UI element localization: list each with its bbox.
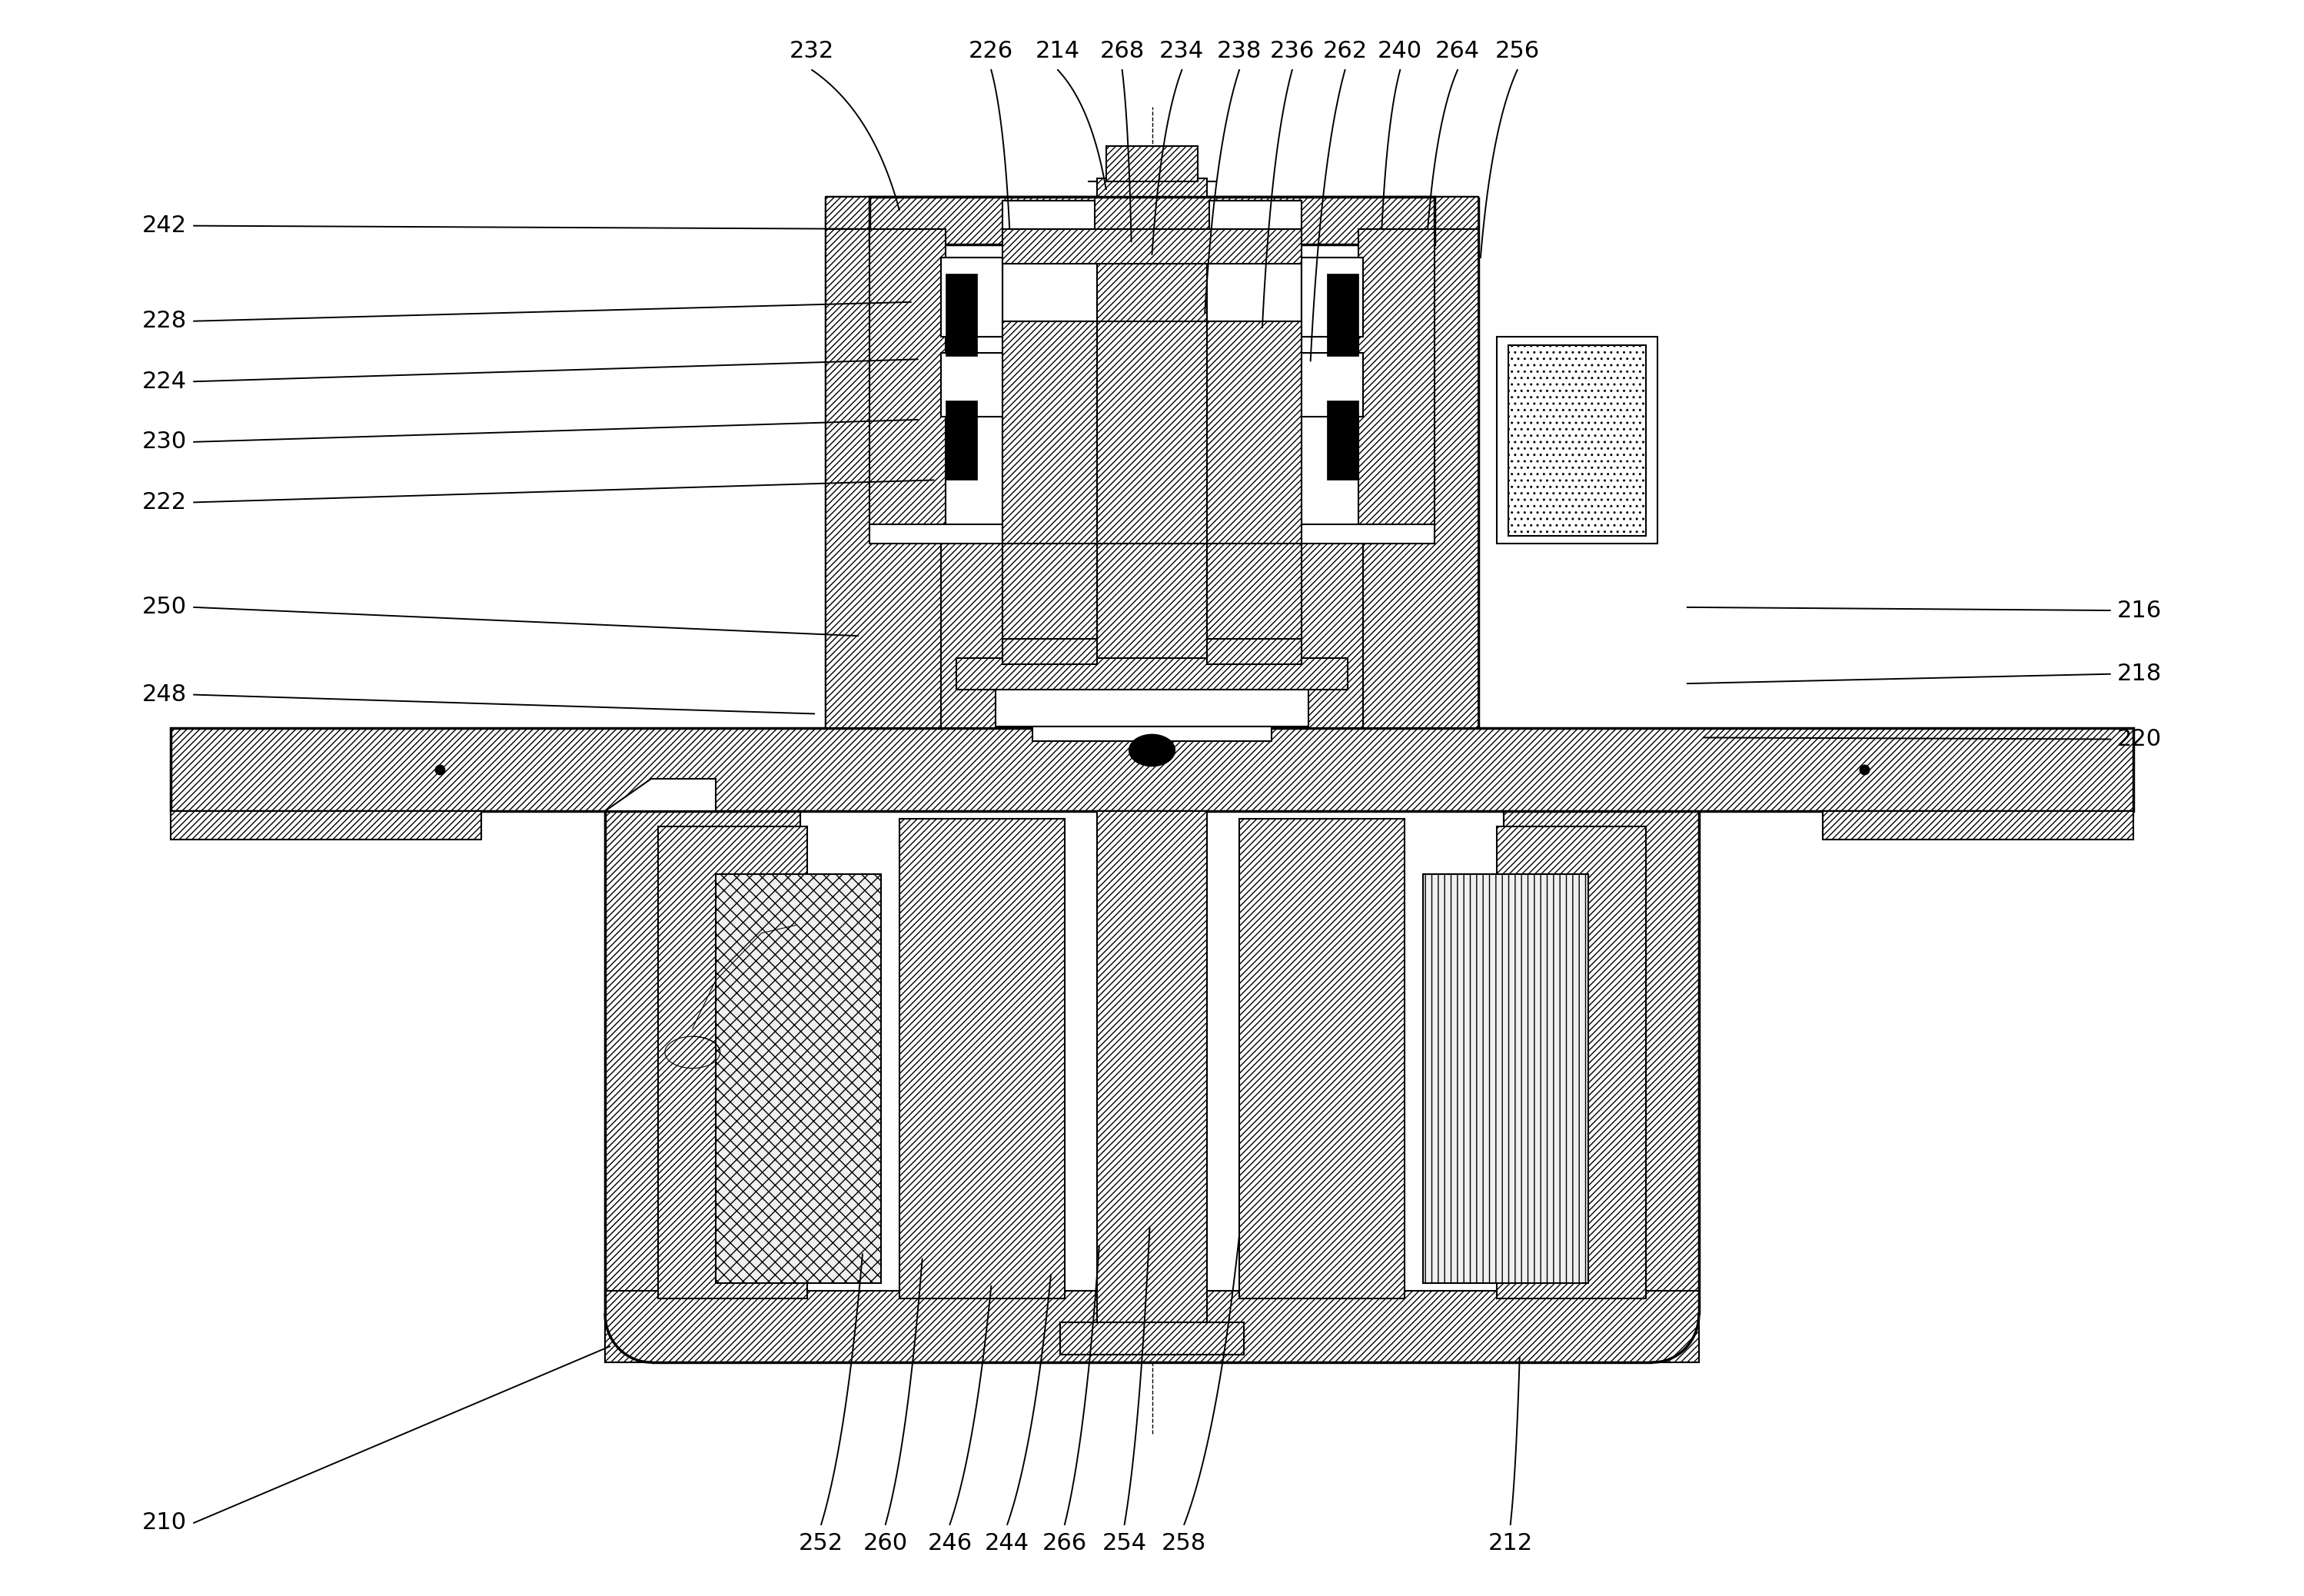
Bar (170, 728, 2134, 811)
Text: 244: 244 (984, 1532, 1030, 1555)
Text: 268: 268 (1099, 40, 1145, 62)
Text: 222: 222 (143, 492, 187, 514)
Bar (940, 353, 1002, 417)
Text: 234: 234 (1159, 40, 1205, 62)
Polygon shape (606, 779, 717, 811)
Bar (1106, 147, 1198, 182)
Polygon shape (825, 217, 940, 728)
Text: 228: 228 (143, 310, 187, 332)
Text: 210: 210 (143, 1511, 187, 1534)
Text: 212: 212 (1488, 1532, 1532, 1555)
Text: 226: 226 (968, 40, 1014, 62)
Polygon shape (170, 811, 482, 839)
Text: 256: 256 (1495, 40, 1539, 62)
Circle shape (1129, 734, 1175, 766)
Text: 262: 262 (1322, 40, 1366, 62)
Polygon shape (1002, 321, 1302, 544)
Bar (1509, 345, 1645, 536)
Polygon shape (1302, 257, 1364, 337)
Text: 216: 216 (2117, 598, 2161, 621)
Text: 246: 246 (929, 1532, 972, 1555)
Polygon shape (1060, 1323, 1244, 1355)
Text: 220: 220 (2117, 728, 2161, 750)
Bar (1002, 201, 1094, 228)
Polygon shape (869, 228, 945, 531)
Polygon shape (1505, 811, 1698, 1363)
Text: 238: 238 (1217, 40, 1263, 62)
Text: 252: 252 (799, 1532, 843, 1555)
Text: 230: 230 (143, 431, 187, 453)
Bar (1327, 401, 1359, 480)
Polygon shape (1424, 875, 1587, 1283)
Polygon shape (1097, 811, 1207, 1347)
Text: 248: 248 (143, 683, 187, 705)
Polygon shape (1002, 321, 1097, 664)
Text: 250: 250 (143, 595, 187, 618)
Polygon shape (940, 536, 1364, 728)
Text: 264: 264 (1435, 40, 1479, 62)
Polygon shape (869, 198, 1435, 244)
Polygon shape (956, 658, 1348, 689)
Polygon shape (1097, 179, 1207, 728)
Polygon shape (1364, 217, 1479, 728)
Polygon shape (659, 827, 806, 1299)
Text: 266: 266 (1041, 1532, 1087, 1555)
Polygon shape (606, 811, 799, 1363)
Text: 214: 214 (1034, 40, 1081, 62)
Polygon shape (1207, 544, 1302, 638)
Bar (1327, 273, 1359, 356)
Text: 242: 242 (143, 214, 187, 236)
Text: 218: 218 (2117, 662, 2161, 685)
Text: 260: 260 (864, 1532, 908, 1555)
Bar (945, 401, 977, 480)
Polygon shape (869, 525, 1435, 544)
Polygon shape (1002, 544, 1097, 638)
Bar (1210, 201, 1302, 228)
Text: 240: 240 (1378, 40, 1422, 62)
Text: 254: 254 (1101, 1532, 1147, 1555)
Polygon shape (1359, 228, 1435, 531)
Text: 224: 224 (143, 370, 187, 393)
Polygon shape (1207, 321, 1302, 664)
Text: 232: 232 (790, 40, 834, 62)
Polygon shape (1822, 811, 2134, 839)
Polygon shape (606, 1291, 1698, 1363)
Polygon shape (1002, 228, 1302, 263)
Polygon shape (1240, 819, 1405, 1299)
Polygon shape (1032, 726, 1272, 741)
Text: 236: 236 (1270, 40, 1316, 62)
Polygon shape (825, 198, 1479, 228)
Polygon shape (717, 875, 880, 1283)
Text: 258: 258 (1161, 1532, 1207, 1555)
Polygon shape (899, 819, 1064, 1299)
Polygon shape (995, 689, 1309, 726)
Bar (945, 273, 977, 356)
Bar (1498, 337, 1657, 544)
Polygon shape (940, 257, 1002, 337)
Bar (1302, 353, 1364, 417)
Polygon shape (1498, 827, 1645, 1299)
